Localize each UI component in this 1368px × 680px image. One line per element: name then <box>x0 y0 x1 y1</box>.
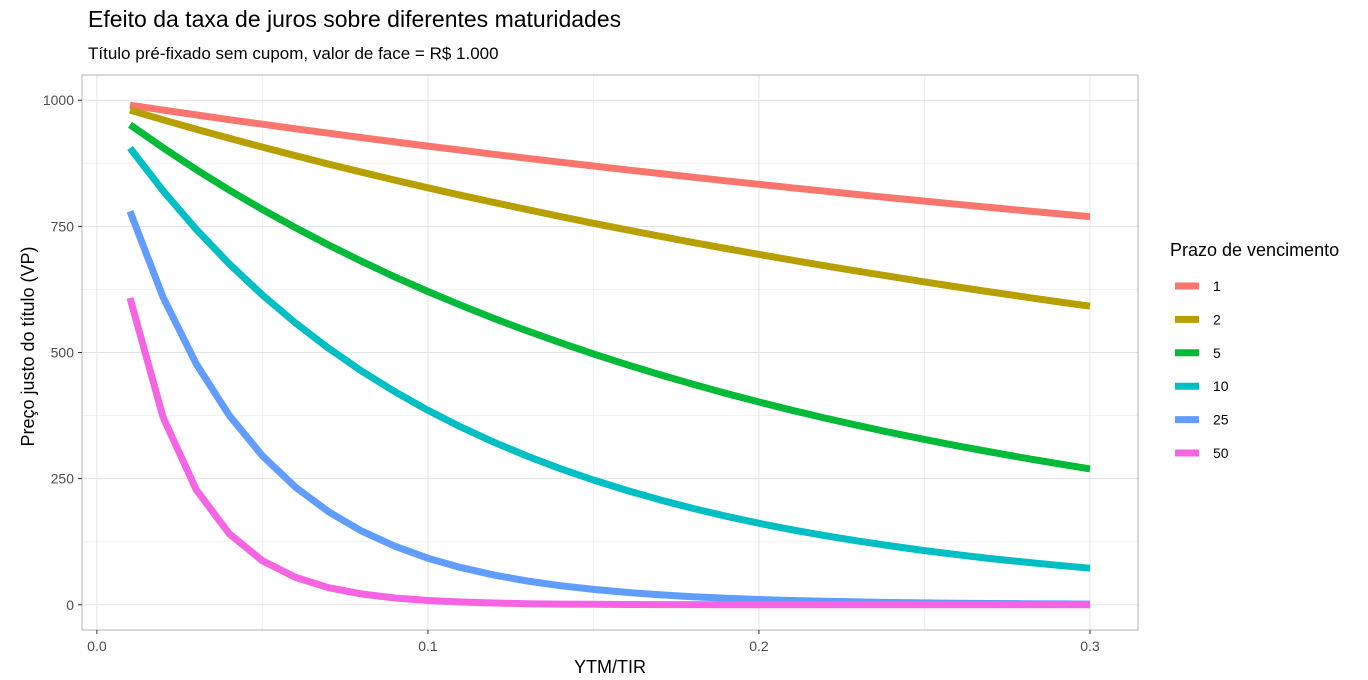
chart-subtitle: Título pré-fixado sem cupom, valor de fa… <box>88 44 499 63</box>
series-line-50 <box>126 297 1090 609</box>
series-lines <box>126 101 1091 609</box>
x-tick-label: 0.2 <box>749 638 769 654</box>
series-line-5 <box>127 121 1091 473</box>
legend-label-1: 1 <box>1213 278 1221 294</box>
legend-label-25: 25 <box>1213 412 1229 428</box>
x-tick-label: 0.1 <box>418 638 438 654</box>
y-tick-label: 250 <box>51 471 75 487</box>
series-line-10 <box>127 145 1091 572</box>
chart-title: Efeito da taxa de juros sobre diferentes… <box>88 6 622 32</box>
x-tick-label: 0.0 <box>87 638 107 654</box>
x-axis-label: YTM/TIR <box>574 657 646 677</box>
legend-title: Prazo de vencimento <box>1170 240 1339 260</box>
x-axis-ticks: 0.0 0.1 0.2 0.3 <box>87 630 1100 654</box>
legend-label-50: 50 <box>1213 445 1229 461</box>
series-line-25 <box>126 210 1091 608</box>
x-tick-label: 0.3 <box>1080 638 1100 654</box>
y-axis-ticks: 0 250 500 750 1000 <box>43 92 82 613</box>
legend-label-5: 5 <box>1213 345 1221 361</box>
y-tick-label: 1000 <box>43 92 74 108</box>
legend-label-2: 2 <box>1213 311 1221 327</box>
y-tick-label: 0 <box>66 597 74 613</box>
y-axis-label: Preço justo do título (VP) <box>18 246 38 446</box>
series-line-1 <box>129 101 1091 221</box>
y-tick-label: 750 <box>51 218 75 234</box>
series-line-2 <box>129 106 1091 310</box>
y-tick-label: 500 <box>51 345 75 361</box>
legend-label-10: 10 <box>1213 378 1229 394</box>
